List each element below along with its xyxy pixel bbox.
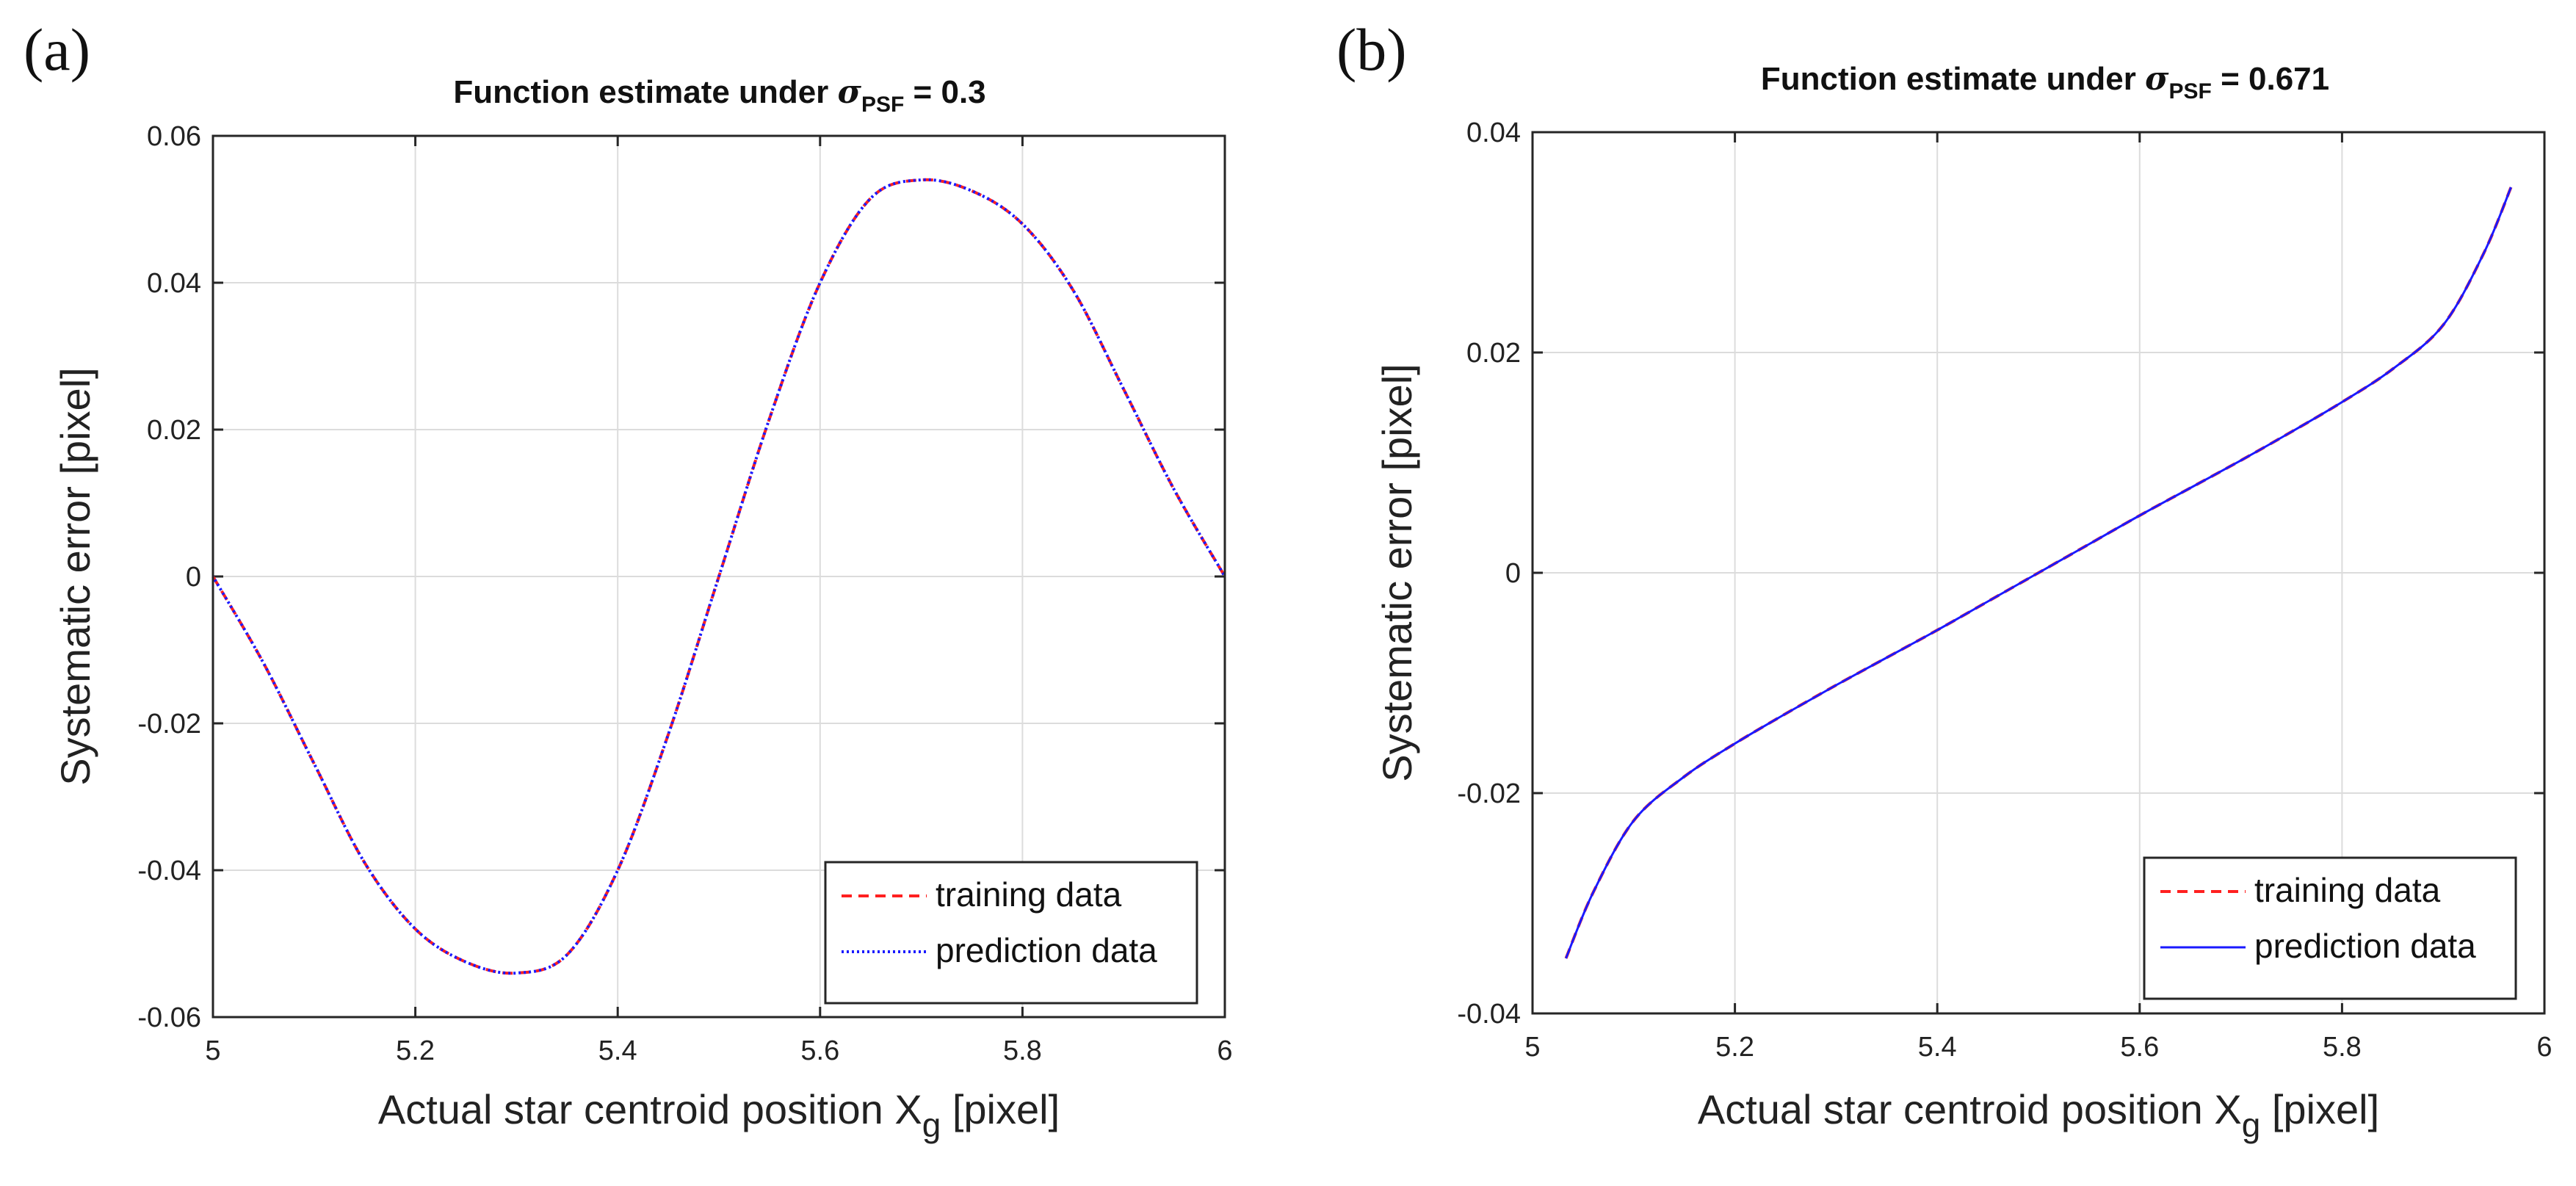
x-axis-label: Actual star centroid position Xg [pixel] — [1698, 1086, 2379, 1144]
legend-label-training-data: training data — [936, 875, 1122, 914]
chart-panel-b: (b) Function estimate under σPSF = 0.671 5… — [1336, 16, 2553, 1144]
y-tick-label: 0.04 — [147, 268, 201, 299]
legend-box — [824, 861, 1198, 1005]
title-prefix: Function estimate under — [453, 74, 837, 110]
plot-frame — [211, 134, 1226, 1019]
x-axis-label-subscript: g — [922, 1106, 941, 1144]
y-tick-label: -0.04 — [1457, 999, 1521, 1030]
title-suffix: = 0.671 — [2212, 61, 2329, 97]
y-tick-label: 0.06 — [147, 121, 201, 152]
chart-title: Function estimate under σPSF = 0.3 — [453, 73, 985, 117]
y-tick-label: -0.02 — [137, 709, 201, 740]
y-axis-label: Systematic error [pixel] — [1374, 364, 1420, 782]
y-tick-label: -0.06 — [137, 1002, 201, 1033]
legend-box — [2143, 856, 2517, 1000]
y-tick-label: 0 — [1505, 558, 1521, 589]
series-line-prediction-data — [1565, 187, 2512, 959]
x-tick-label: 5.2 — [396, 1035, 435, 1066]
y-tick-label: 0.02 — [147, 415, 201, 446]
legend-label-training-data: training data — [2254, 871, 2441, 909]
x-axis-label-suffix: [pixel] — [941, 1086, 1060, 1132]
title-subscript: PSF — [861, 93, 904, 117]
x-tick-label: 5 — [1524, 1032, 1540, 1063]
legend: training data prediction data — [2143, 856, 2517, 1000]
plot-frame — [1531, 131, 2546, 1015]
title-prefix: Function estimate under — [1761, 61, 2145, 97]
y-axis-label: Systematic error [pixel] — [52, 367, 98, 786]
chart-panel-a: (a) Function estimate under σPSF = 0.3 5 5.… — [23, 16, 1233, 1144]
title-sigma: σ — [2145, 60, 2169, 98]
y-tick-label: 0 — [186, 562, 201, 593]
panel-label: (b) — [1336, 16, 1407, 83]
x-tick-label: 5.6 — [2120, 1032, 2159, 1063]
title-suffix: = 0.3 — [904, 74, 985, 110]
x-tick-label: 5.6 — [800, 1035, 839, 1066]
y-tick-label: 0.02 — [1466, 338, 1521, 369]
x-tick-label: 5.4 — [598, 1035, 637, 1066]
x-tick-label: 6 — [1217, 1035, 1232, 1066]
x-tick-label: 5.4 — [1918, 1032, 1957, 1063]
x-tick-label: 5.8 — [2323, 1032, 2362, 1063]
x-tick-label: 5.8 — [1003, 1035, 1042, 1066]
legend: training data prediction data — [824, 861, 1198, 1005]
x-tick-label: 5.2 — [1715, 1032, 1754, 1063]
x-axis-label-subscript: g — [2242, 1106, 2261, 1144]
x-axis-label-prefix: Actual star centroid position X — [1698, 1086, 2242, 1132]
x-axis-label-suffix: [pixel] — [2260, 1086, 2379, 1132]
y-tick-label: 0.04 — [1466, 117, 1521, 148]
panel-label: (a) — [23, 16, 90, 83]
chart-title: Function estimate under σPSF = 0.671 — [1761, 60, 2329, 104]
y-tick-label: -0.04 — [137, 856, 201, 886]
title-sigma: σ — [838, 73, 862, 111]
legend-label-prediction-data: prediction data — [936, 931, 1157, 969]
legend-label-prediction-data: prediction data — [2254, 927, 2476, 965]
x-axis-label-prefix: Actual star centroid position X — [378, 1086, 922, 1132]
y-tick-label: -0.02 — [1457, 778, 1521, 809]
x-tick-label: 5 — [205, 1035, 220, 1066]
x-axis-label: Actual star centroid position Xg [pixel] — [378, 1086, 1060, 1144]
series-line-prediction-data — [211, 178, 1226, 975]
x-tick-label: 6 — [2536, 1032, 2552, 1063]
title-subscript: PSF — [2169, 79, 2212, 104]
